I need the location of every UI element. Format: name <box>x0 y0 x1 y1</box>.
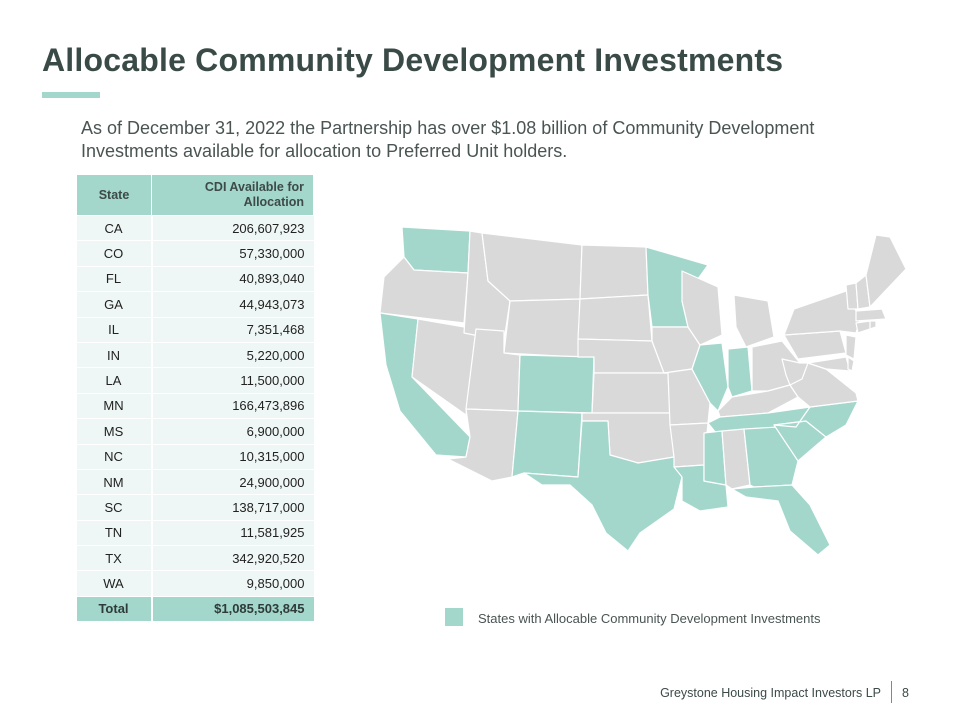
table-header-row: State CDI Available for Allocation <box>76 174 314 216</box>
table-row: CA 206,607,923 <box>76 214 314 242</box>
state-cell: GA <box>76 291 153 318</box>
table-row: NM 24,900,000 <box>76 468 314 496</box>
state-al <box>721 428 751 490</box>
state-cell: IL <box>76 316 153 343</box>
state-or <box>379 256 469 324</box>
cdi-table: State CDI Available for Allocation CA 206… <box>76 174 314 622</box>
table-row: CO 57,330,000 <box>76 240 314 267</box>
state-ks <box>591 372 671 414</box>
table-row: GA 44,943,073 <box>76 291 314 318</box>
state-nv <box>411 318 477 416</box>
cdi-value-cell: 166,473,896 <box>151 392 314 420</box>
footer-divider <box>891 681 892 703</box>
state-nd <box>579 244 649 300</box>
state-nj <box>845 334 857 360</box>
state-cell: WA <box>76 570 153 597</box>
state-cell: NM <box>76 468 153 496</box>
state-cell: IN <box>76 341 153 369</box>
state-cell: LA <box>76 367 153 394</box>
table-row: FL 40,893,040 <box>76 265 314 293</box>
table-row: IL 7,351,468 <box>76 316 314 343</box>
table-row: NC 10,315,000 <box>76 443 314 470</box>
cdi-value-cell: 206,607,923 <box>151 214 314 242</box>
state-wa <box>401 226 471 274</box>
table-total-row: Total $1,085,503,845 <box>76 595 314 622</box>
state-tx <box>523 420 683 552</box>
legend-swatch <box>445 608 463 626</box>
cdi-value-cell: 9,850,000 <box>151 570 314 597</box>
header-cdi-available: CDI Available for Allocation <box>151 174 314 216</box>
state-cell: FL <box>76 265 153 293</box>
state-in <box>727 346 753 398</box>
table-row: MS 6,900,000 <box>76 418 314 445</box>
state-md <box>807 356 851 372</box>
state-me <box>865 234 907 308</box>
state-ri <box>869 320 877 330</box>
state-co <box>517 354 595 414</box>
cdi-value-cell: 6,900,000 <box>151 418 314 445</box>
table-body: CA 206,607,923 CO 57,330,000 FL 40,893,040 GA 4… <box>76 214 314 597</box>
cdi-value-cell: 24,900,000 <box>151 468 314 496</box>
state-cell: SC <box>76 494 153 521</box>
total-value: $1,085,503,845 <box>151 595 314 622</box>
page-title: Allocable Community Development Investme… <box>42 42 784 78</box>
state-cell: NC <box>76 443 153 470</box>
header-state: State <box>76 174 152 216</box>
state-cell: TN <box>76 519 153 547</box>
cdi-value-cell: 11,581,925 <box>151 519 314 547</box>
cdi-value-cell: 138,717,000 <box>151 494 314 521</box>
state-cell: CO <box>76 240 153 267</box>
total-label: Total <box>76 595 153 622</box>
state-cell: CA <box>76 214 153 242</box>
state-wv <box>781 358 809 386</box>
cdi-value-cell: 11,500,000 <box>151 367 314 394</box>
table-row: LA 11,500,000 <box>76 367 314 394</box>
state-cell: MN <box>76 392 153 420</box>
table-row: TN 11,581,925 <box>76 519 314 547</box>
state-cell: MS <box>76 418 153 445</box>
state-ms <box>703 430 727 486</box>
cdi-value-cell: 342,920,520 <box>151 545 314 572</box>
intro-text: As of December 31, 2022 the Partnership … <box>81 118 815 161</box>
cdi-value-cell: 40,893,040 <box>151 265 314 293</box>
state-cell: TX <box>76 545 153 572</box>
state-ar <box>669 422 709 468</box>
state-nm <box>511 410 583 478</box>
table-row: WA 9,850,000 <box>76 570 314 597</box>
us-map <box>379 226 907 555</box>
table-row: SC 138,717,000 <box>76 494 314 521</box>
state-ct <box>855 320 871 334</box>
table-row: TX 342,920,520 <box>76 545 314 572</box>
state-sd <box>577 294 653 342</box>
cdi-value-cell: 57,330,000 <box>151 240 314 267</box>
legend-label: States with Allocable Community Developm… <box>478 611 821 626</box>
cdi-value-cell: 44,943,073 <box>151 291 314 318</box>
cdi-value-cell: 7,351,468 <box>151 316 314 343</box>
page-number: 8 <box>902 686 909 700</box>
title-accent-bar <box>42 92 100 98</box>
state-ma <box>855 308 887 322</box>
state-fl <box>731 484 831 555</box>
table-row: MN 166,473,896 <box>76 392 314 420</box>
table-row: IN 5,220,000 <box>76 341 314 369</box>
state-mi <box>733 294 775 348</box>
cdi-value-cell: 10,315,000 <box>151 443 314 470</box>
cdi-value-cell: 5,220,000 <box>151 341 314 369</box>
footer-company: Greystone Housing Impact Investors LP <box>660 686 881 700</box>
state-de <box>847 356 855 372</box>
state-wy <box>503 298 581 358</box>
